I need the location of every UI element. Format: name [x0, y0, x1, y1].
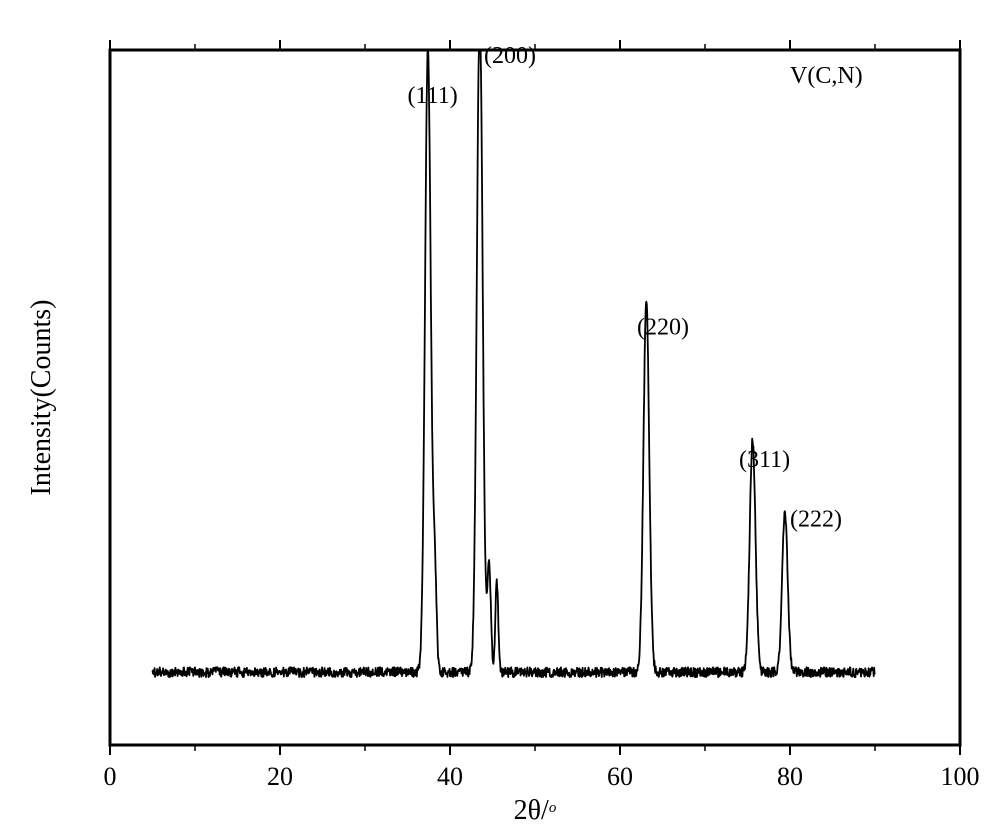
svg-text:(311): (311)	[739, 447, 790, 473]
svg-text:(220): (220)	[637, 315, 689, 341]
svg-text:(200): (200)	[484, 43, 536, 69]
svg-text:(222): (222)	[790, 507, 842, 533]
svg-text:60: 60	[607, 762, 633, 791]
svg-text:(111): (111)	[408, 83, 458, 109]
svg-text:40: 40	[437, 762, 463, 791]
svg-text:2θ/o: 2θ/o	[514, 795, 557, 826]
chart-svg: 0 20 40 60 80 100 2θ/o Intensity(Counts) (111) (2…	[0, 0, 996, 829]
svg-text:0: 0	[104, 762, 117, 791]
svg-text:V(C,N): V(C,N)	[790, 63, 863, 89]
svg-text:80: 80	[777, 762, 803, 791]
svg-text:20: 20	[267, 762, 293, 791]
svg-text:100: 100	[941, 762, 980, 791]
xrd-chart: 0 20 40 60 80 100 2θ/o Intensity(Counts) (111) (2…	[0, 0, 996, 829]
svg-text:Intensity(Counts): Intensity(Counts)	[26, 300, 57, 496]
